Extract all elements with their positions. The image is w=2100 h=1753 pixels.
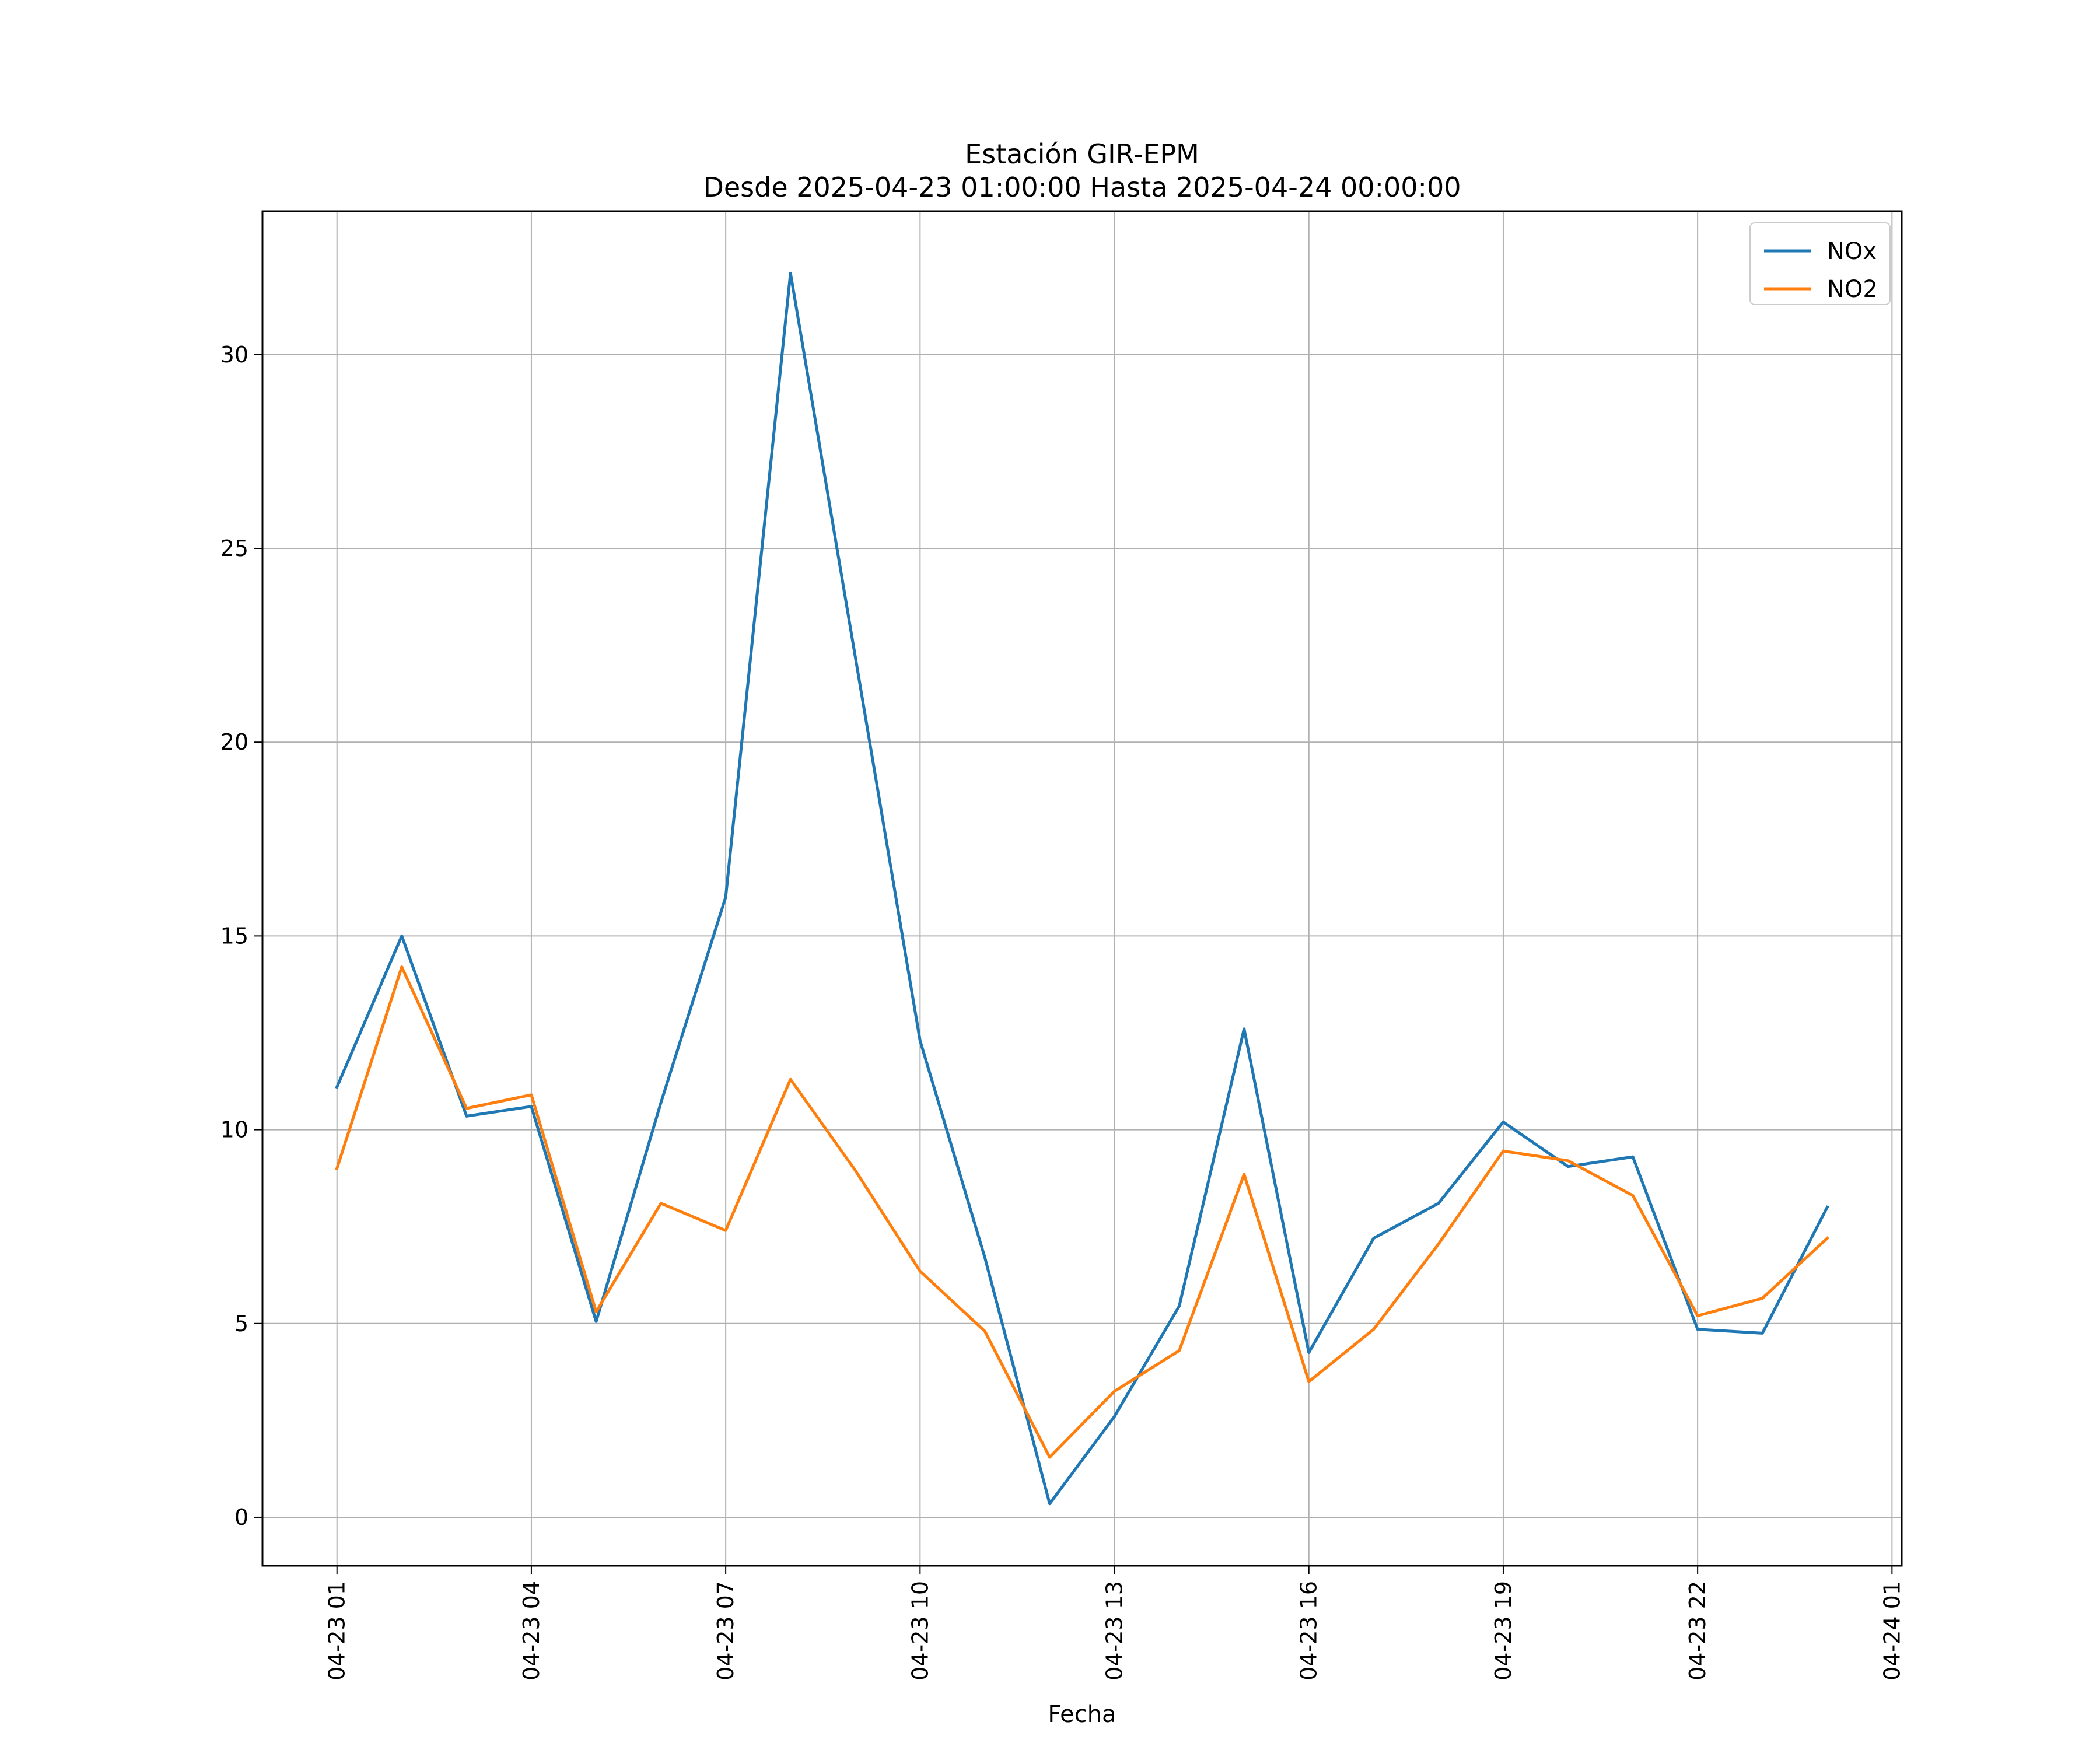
legend-box [1749, 222, 1891, 305]
x-tick-label: 04-23 04 [519, 1581, 544, 1681]
x-tick-label: 04-24 01 [1879, 1581, 1905, 1681]
x-axis-label: Fecha [1048, 1701, 1116, 1728]
y-tick-label: 15 [220, 923, 249, 949]
x-tick-label: 04-23 01 [324, 1581, 350, 1681]
legend-label-no2: NO2 [1827, 276, 1878, 303]
legend: NOx NO2 [1749, 222, 1891, 305]
grid-lines [262, 211, 1902, 1566]
series-lines [335, 271, 1829, 1506]
x-tick-label: 04-23 19 [1490, 1581, 1516, 1681]
x-axis-ticks: 04-23 01 04-23 04 04-23 07 04-23 10 04-23 13… [324, 1566, 1905, 1681]
y-tick-label: 0 [235, 1504, 249, 1530]
chart-subtitle: Desde 2025-04-23 01:00:00 Hasta 2025-04-… [703, 172, 1461, 203]
y-tick-label: 20 [220, 729, 249, 755]
chart-title: Estación GIR-EPM [965, 138, 1199, 170]
x-tick-label: 04-23 13 [1102, 1581, 1128, 1681]
y-tick-label: 30 [220, 342, 249, 368]
plot-frame [261, 210, 1903, 1567]
x-tick-label: 04-23 16 [1296, 1581, 1322, 1681]
series-line-no2 [335, 965, 1829, 1459]
x-tick-label: 04-23 07 [713, 1581, 738, 1681]
x-tick-label: 04-23 22 [1685, 1581, 1710, 1681]
y-tick-label: 10 [220, 1117, 249, 1143]
y-axis-ticks: 0 5 10 15 20 25 30 [220, 342, 262, 1530]
y-tick-label: 5 [235, 1311, 249, 1336]
x-tick-label: 04-23 10 [907, 1581, 933, 1681]
legend-label-nox: NOx [1827, 238, 1877, 265]
y-tick-label: 25 [220, 536, 249, 561]
